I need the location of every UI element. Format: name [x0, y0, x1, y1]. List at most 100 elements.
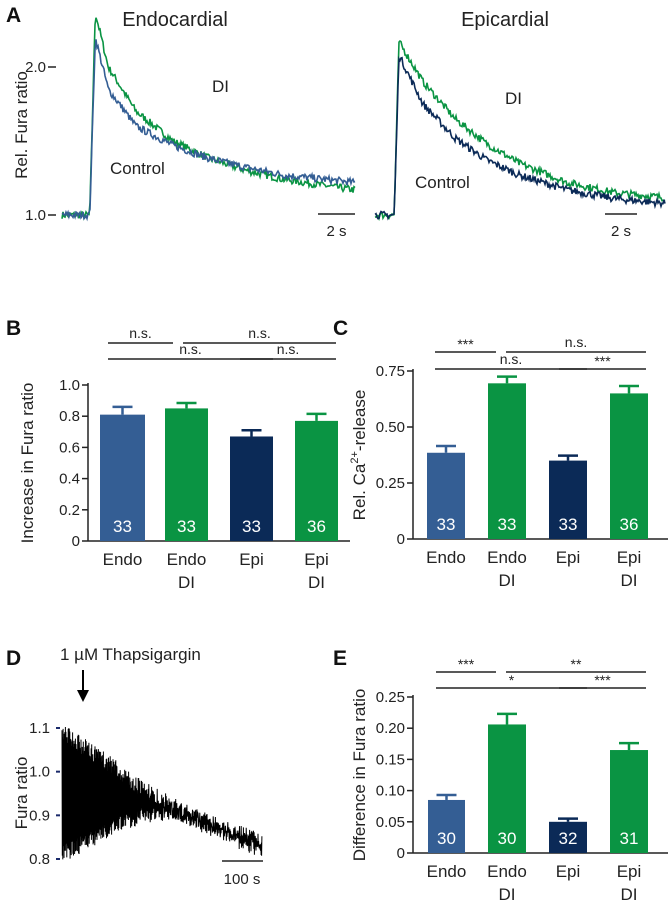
bar: [165, 408, 208, 541]
y-tick-label: 0.15: [376, 751, 405, 768]
x-tick-label: Endo: [487, 548, 527, 567]
significance-label: n.s.: [277, 341, 300, 357]
y-tick-label: 0: [72, 533, 80, 550]
significance-label: **: [571, 656, 582, 672]
trace-control: [374, 55, 666, 221]
x-tick-label: Endo: [487, 862, 527, 881]
significance-label: n.s.: [179, 341, 202, 357]
significance-label: n.s.: [129, 325, 152, 341]
y-axis-label: Rel. Fura ratio: [12, 71, 31, 179]
bar: [549, 821, 587, 853]
x-tick-label: DI: [178, 573, 195, 592]
x-tick-label: Epi: [556, 548, 581, 567]
x-tick-label: DI: [621, 885, 638, 904]
trace-label-di: DI: [505, 89, 522, 108]
y-tick-label: 0.8: [59, 408, 80, 425]
scale-bar-label: 100 s: [224, 871, 261, 888]
scale-bar-label: 2 s: [326, 223, 346, 240]
y-axis-label: Fura ratio: [12, 757, 31, 830]
trace-title: Endocardial: [122, 9, 228, 31]
trace-label-di: DI: [212, 77, 229, 96]
significance-label: n.s.: [565, 334, 588, 350]
y-axis-label: Difference in Fura ratio: [350, 689, 369, 862]
bar: [100, 414, 145, 541]
y-tick-label: 0.75: [376, 363, 405, 380]
bar-n-label: 33: [113, 517, 132, 536]
bar-n-label: 33: [559, 515, 578, 534]
bar-n-label: 36: [307, 517, 326, 536]
x-tick-label: Endo: [426, 548, 466, 567]
y-tick-label: 0.10: [376, 783, 405, 800]
bar: [488, 724, 526, 853]
bar: [488, 383, 526, 539]
x-tick-label: Epi: [239, 550, 264, 569]
y-tick-label: 0: [397, 845, 405, 862]
y-tick-label: 0.25: [376, 475, 405, 492]
panel-label-e: E: [333, 647, 347, 670]
bar: [230, 436, 273, 541]
trace-label-control: Control: [415, 173, 470, 192]
bar: [549, 460, 587, 539]
x-tick-label: Endo: [427, 862, 467, 881]
y-tick-label: 0.6: [59, 439, 80, 456]
y-tick-label: 0.25: [376, 689, 405, 706]
x-tick-label: Epi: [617, 862, 642, 881]
trace-di: [61, 17, 356, 221]
y-axis-label-part: -release: [350, 390, 369, 451]
y-tick-label: 0.4: [59, 471, 80, 488]
y-tick-label: 0: [397, 531, 405, 548]
bar-n-label: 33: [498, 515, 517, 534]
thapsigargin-trace: [61, 726, 263, 860]
y-axis-label-superscript: 2+: [349, 451, 361, 464]
significance-label: ***: [457, 336, 474, 352]
trace-di: [374, 39, 666, 222]
y-tick-label: 0.20: [376, 720, 405, 737]
bar: [610, 393, 648, 539]
bar-n-label: 30: [437, 829, 456, 848]
significance-label: n.s.: [248, 325, 271, 341]
y-tick-label: 0.50: [376, 419, 405, 436]
significance-label: *: [509, 672, 515, 688]
bar-n-label: 33: [177, 517, 196, 536]
y-tick-label: 1.0: [25, 207, 46, 224]
bar: [610, 750, 648, 853]
y-tick-label: 1.0: [29, 764, 50, 781]
x-tick-label: Epi: [617, 548, 642, 567]
x-tick-label: DI: [499, 571, 516, 590]
bar-n-label: 36: [620, 515, 639, 534]
y-axis-label-part: Rel. Ca: [350, 463, 369, 520]
x-tick-label: DI: [499, 885, 516, 904]
x-tick-label: DI: [308, 573, 325, 592]
bar-n-label: 33: [242, 517, 261, 536]
y-tick-label: 1.1: [29, 720, 50, 737]
x-tick-label: Endo: [167, 550, 207, 569]
arrow-head-icon: [77, 690, 89, 702]
x-tick-label: Epi: [556, 862, 581, 881]
x-tick-label: Epi: [304, 550, 329, 569]
panel-label-b: B: [6, 317, 21, 340]
bar: [295, 420, 338, 541]
significance-label: ***: [594, 672, 611, 688]
annotation-label: 1 µM Thapsigargin: [60, 645, 201, 664]
y-tick-label: 0.05: [376, 814, 405, 831]
bar-n-label: 31: [620, 829, 639, 848]
bar-n-label: 30: [498, 829, 517, 848]
y-tick-label: 0.8: [29, 851, 50, 868]
y-axis-label: Increase in Fura ratio: [18, 383, 37, 544]
bar-n-label: 32: [559, 829, 578, 848]
x-tick-label: Endo: [103, 550, 143, 569]
significance-label: ***: [458, 656, 475, 672]
scale-bar-label: 2 s: [611, 223, 631, 240]
y-tick-label: 1.0: [59, 377, 80, 394]
y-axis-label: Rel. Ca2+-release: [349, 390, 369, 521]
y-tick-label: 0.9: [29, 807, 50, 824]
trace-title: Epicardial: [461, 9, 549, 31]
panel-label-c: C: [333, 317, 348, 340]
bar: [427, 452, 465, 539]
bar: [428, 799, 465, 853]
significance-label: n.s.: [500, 351, 523, 367]
panel-label-a: A: [6, 4, 21, 27]
significance-label: ***: [594, 353, 611, 369]
panel-label-d: D: [6, 647, 21, 670]
